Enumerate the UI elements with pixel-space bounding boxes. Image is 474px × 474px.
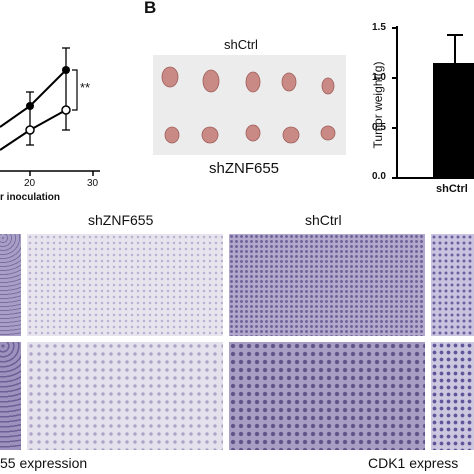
tumor <box>281 72 297 92</box>
y-tick-label: 1.5 <box>372 22 386 33</box>
x-tick-20: 20 <box>24 178 36 189</box>
curve-point <box>25 125 35 135</box>
caption-left: 55 expression <box>0 455 88 471</box>
y-tick-label: 1.0 <box>372 72 386 83</box>
bar-shctrl <box>433 63 474 178</box>
ihc-label-shznf655: shZNF655 <box>88 212 154 228</box>
tumor-photo <box>153 55 346 155</box>
ihc-image <box>0 234 21 336</box>
tumor <box>164 126 180 144</box>
ihc-image <box>27 342 223 450</box>
tumor <box>245 124 261 142</box>
photo-label-shznf655: shZNF655 <box>209 160 280 177</box>
x-category-label: shCtrl <box>436 183 468 195</box>
tumor <box>245 71 261 93</box>
ihc-image <box>27 234 223 336</box>
tumor <box>282 126 300 144</box>
curve-point <box>62 66 70 74</box>
caption-right: CDK1 express <box>368 455 459 471</box>
tumor <box>201 126 219 144</box>
tumor <box>202 69 220 93</box>
x-axis-label: r inoculation <box>0 192 60 203</box>
ihc-image <box>431 234 474 336</box>
curve-point <box>61 105 71 115</box>
y-axis-label: Tumor weight(g) <box>371 61 385 149</box>
x-tick-30: 30 <box>87 178 99 189</box>
panel-b-label: B <box>144 0 157 17</box>
ihc-image <box>229 234 425 336</box>
significance-stars: ** <box>80 80 91 95</box>
tumor <box>320 125 336 141</box>
y-tick-label: 0.0 <box>372 171 386 182</box>
ihc-image <box>0 342 21 450</box>
tumor <box>321 77 335 95</box>
ihc-image <box>431 342 474 450</box>
curve-point <box>26 102 34 110</box>
y-tick-label: 0.5 <box>372 122 386 133</box>
ihc-label-shctrl: shCtrl <box>305 212 342 228</box>
photo-label-shctrl: shCtrl <box>224 37 258 52</box>
ihc-image <box>229 342 425 450</box>
tumor <box>161 66 179 88</box>
